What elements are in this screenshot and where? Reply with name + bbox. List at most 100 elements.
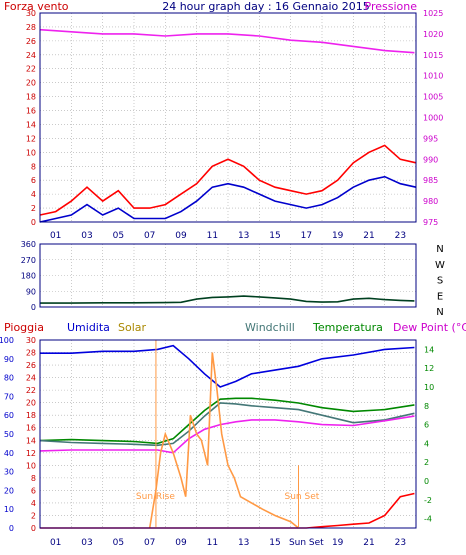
wind-y-tick-label: 30	[26, 9, 36, 18]
temperature-y-tick-label: 12	[424, 364, 434, 373]
temperature-y-tick-label: 2	[424, 458, 429, 467]
sunset-annotation: Sun Set	[285, 492, 320, 502]
rain-line	[40, 492, 415, 529]
temperature-y-tick-label: 6	[424, 421, 429, 430]
rain-y-tick-label: 6	[31, 486, 36, 495]
temperature-y-tick-label: 10	[424, 383, 434, 392]
compass-label: W	[435, 260, 445, 271]
temperature-y-tick-label: 14	[424, 345, 434, 354]
humidity-y-tick-label: 60	[4, 411, 14, 420]
pressure-y-tick-label: 980	[423, 197, 438, 206]
wind-average-line	[39, 175, 417, 223]
pressure-y-tick-label: 1010	[423, 72, 443, 81]
direction-y-tick-label: 360	[21, 240, 36, 249]
wind-y-tick-label: 14	[26, 120, 36, 129]
rain-y-tick-label: 26	[26, 361, 36, 370]
wind-y-tick-label: 20	[26, 79, 36, 88]
x-tick-label: 09	[175, 231, 187, 241]
wind-y-tick-label: 12	[26, 134, 36, 143]
compass-label: E	[437, 291, 443, 302]
temperature-y-tick-label: 8	[424, 402, 429, 411]
x-tick-label: 19	[332, 538, 344, 548]
pressure-y-tick-label: 1015	[423, 51, 443, 60]
x-tick-label: 07	[144, 538, 155, 548]
x-tick-label: 11	[207, 231, 218, 241]
humidity-line	[40, 344, 415, 388]
x-tick-label: 23	[395, 538, 406, 548]
x-tick-label: 19	[332, 231, 344, 241]
rain-y-tick-label: 0	[31, 524, 36, 533]
x-tick-label: 13	[238, 231, 249, 241]
x-tick-label: 11	[207, 538, 218, 548]
pressure-y-tick-label: 1000	[423, 114, 443, 123]
x-tick-label: 01	[50, 538, 61, 548]
wind-y-tick-label: 2	[31, 204, 36, 213]
x-tick-label: 15	[269, 231, 280, 241]
wind-axis-title: Forza vento	[4, 0, 69, 13]
temperature-y-tick-label: -2	[424, 496, 432, 505]
x-tick-label: 09	[175, 538, 187, 548]
pressure-y-tick-label: 1005	[423, 93, 443, 102]
pressure-y-tick-label: 1025	[423, 9, 443, 18]
x-tick-label: 13	[238, 538, 249, 548]
direction-y-tick-label: 90	[26, 287, 36, 296]
x-tick-label: 17	[301, 231, 312, 241]
x-tick-label: 01	[50, 231, 61, 241]
wind-y-tick-label: 18	[26, 93, 36, 102]
rain-y-tick-label: 4	[31, 499, 36, 508]
direction-y-tick-label: 180	[21, 272, 36, 281]
solar-line	[148, 352, 300, 529]
wind-y-tick-label: 0	[31, 218, 36, 227]
wind-direction-line	[40, 295, 415, 304]
rain-y-tick-label: 30	[26, 336, 36, 345]
humidity-y-tick-label: 20	[4, 486, 14, 495]
rain-y-tick-label: 2	[31, 511, 36, 520]
rain-y-tick-label: 28	[26, 349, 36, 358]
pressure-y-tick-label: 1020	[423, 30, 443, 39]
rain-label: Pioggia	[4, 321, 44, 334]
x-tick-label: 05	[113, 538, 124, 548]
x-tick-label: 15	[269, 538, 280, 548]
wind-y-tick-label: 4	[31, 190, 36, 199]
pressure-line	[39, 28, 415, 54]
rain-y-tick-label: 8	[31, 474, 36, 483]
x-tick-label: 21	[363, 538, 374, 548]
rain-y-tick-label: 12	[26, 449, 36, 458]
humidity-y-tick-label: 100	[0, 336, 14, 345]
dewpoint-label: Dew Point (°C)	[393, 321, 466, 334]
humidity-y-tick-label: 70	[4, 392, 14, 401]
humidity-y-tick-label: 50	[4, 430, 14, 439]
windchill-line	[39, 402, 415, 447]
x-tick-label: 21	[363, 231, 374, 241]
wind-panel-frame	[39, 12, 417, 223]
rain-y-tick-label: 14	[26, 436, 36, 445]
wind-y-tick-label: 22	[26, 65, 36, 74]
humidity-label: Umidita	[67, 321, 110, 334]
wind-y-tick-label: 8	[31, 162, 36, 171]
pressure-y-tick-label: 990	[423, 155, 438, 164]
humidity-y-tick-label: 80	[4, 374, 14, 383]
windchill-label: Windchill	[245, 321, 295, 334]
wind-y-tick-label: 10	[26, 148, 36, 157]
chart-title: 24 hour graph day : 16 Gennaio 2015	[162, 0, 370, 13]
pressure-y-tick-label: 985	[423, 176, 438, 185]
x-tick-label: Sun Set	[289, 538, 324, 548]
rain-y-tick-label: 20	[26, 399, 36, 408]
x-tick-label: 23	[395, 231, 406, 241]
direction-panel-frame	[39, 243, 417, 308]
compass-label: N	[436, 244, 443, 255]
x-tick-label: 03	[81, 538, 92, 548]
rain-y-tick-label: 10	[26, 461, 36, 470]
sunrise-annotation: Sun Rise	[136, 492, 175, 502]
temperature-y-tick-label: 0	[424, 477, 429, 486]
compass-label: S	[437, 276, 443, 287]
wind-y-tick-label: 24	[26, 51, 36, 60]
rain-y-tick-label: 18	[26, 411, 36, 420]
x-tick-label: 03	[81, 231, 92, 241]
rain-y-tick-label: 16	[26, 424, 36, 433]
pressure-y-tick-label: 995	[423, 134, 438, 143]
humidity-y-tick-label: 30	[4, 468, 14, 477]
pressure-axis-title: Pressione	[365, 0, 418, 13]
